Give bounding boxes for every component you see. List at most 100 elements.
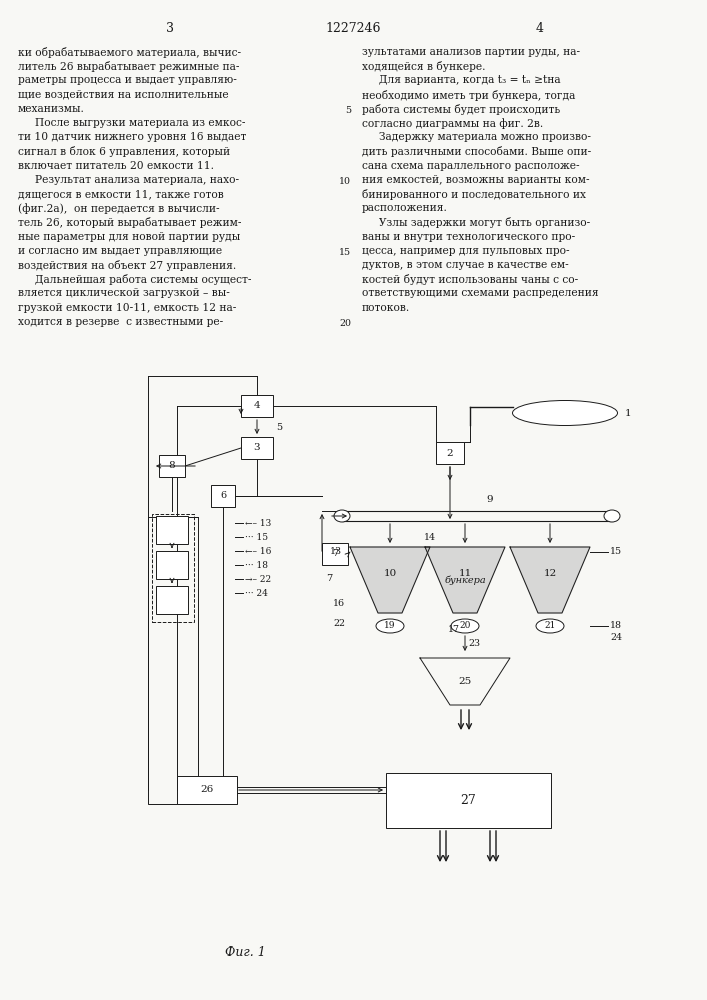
Text: 25: 25 [458, 676, 472, 686]
Bar [156, 551, 188, 579]
Bar [177, 776, 237, 804]
Bar [159, 455, 185, 477]
Text: грузкой емкости 10-11, емкость 12 на-: грузкой емкости 10-11, емкость 12 на- [18, 303, 236, 313]
Text: ки обрабатываемого материала, вычис-: ки обрабатываемого материала, вычис- [18, 47, 241, 58]
Polygon shape [350, 547, 430, 613]
Text: вляется циклической загрузкой – вы-: вляется циклической загрузкой – вы- [18, 288, 230, 298]
Text: 21: 21 [544, 621, 556, 631]
Text: 16: 16 [333, 598, 345, 607]
Text: ··· 15: ··· 15 [245, 532, 268, 542]
Ellipse shape [536, 619, 564, 633]
Text: (фиг.2а),  он передается в вычисли-: (фиг.2а), он передается в вычисли- [18, 203, 220, 214]
Text: Результат анализа материала, нахо-: Результат анализа материала, нахо- [18, 175, 239, 185]
Text: тель 26, который вырабатывает режим-: тель 26, который вырабатывает режим- [18, 217, 242, 228]
Bar [241, 395, 273, 417]
Text: расположения.: расположения. [362, 203, 448, 213]
Text: 26: 26 [200, 786, 214, 794]
Text: ваны и внутри технологического про-: ваны и внутри технологического про- [362, 232, 575, 242]
Polygon shape [510, 547, 590, 613]
Text: Дальнейшая работа системы осущест-: Дальнейшая работа системы осущест- [18, 274, 252, 285]
Text: Задержку материала можно произво-: Задержку материала можно произво- [362, 132, 591, 142]
Text: механизмы.: механизмы. [18, 104, 85, 114]
Bar [436, 442, 464, 464]
Text: ходящейся в бункере.: ходящейся в бункере. [362, 61, 486, 72]
Text: 9: 9 [486, 495, 493, 504]
Text: 7: 7 [326, 574, 332, 583]
Text: 20: 20 [339, 319, 351, 328]
Text: сана схема параллельного расположе-: сана схема параллельного расположе- [362, 161, 580, 171]
Text: ные параметры для новой партии руды: ные параметры для новой партии руды [18, 232, 240, 242]
Text: воздействия на объект 27 управления.: воздействия на объект 27 управления. [18, 260, 236, 271]
Text: цесса, например для пульповых про-: цесса, например для пульповых про- [362, 246, 570, 256]
Text: раметры процесса и выдает управляю-: раметры процесса и выдает управляю- [18, 75, 237, 85]
Text: сигнал в блок 6 управления, который: сигнал в блок 6 управления, который [18, 146, 230, 157]
Text: 3: 3 [166, 21, 174, 34]
Text: ответствующими схемами распределения: ответствующими схемами распределения [362, 288, 599, 298]
Text: 19: 19 [384, 621, 396, 631]
Ellipse shape [334, 510, 350, 522]
Text: 20: 20 [460, 621, 471, 631]
Text: потоков.: потоков. [362, 303, 410, 313]
Text: ния емкостей, возможны варианты ком-: ния емкостей, возможны варианты ком- [362, 175, 590, 185]
Text: 11: 11 [458, 570, 472, 578]
Text: 24: 24 [610, 634, 622, 643]
Text: 27: 27 [460, 794, 476, 806]
Bar [152, 514, 194, 622]
Text: →– 22: →– 22 [245, 574, 271, 584]
Text: После выгрузки материала из емкос-: После выгрузки материала из емкос- [18, 118, 245, 128]
Text: Фиг. 1: Фиг. 1 [225, 946, 265, 958]
Text: бинированного и последовательного их: бинированного и последовательного их [362, 189, 586, 200]
Text: ти 10 датчик нижнего уровня 16 выдает: ти 10 датчик нижнего уровня 16 выдает [18, 132, 246, 142]
Bar [148, 517, 198, 804]
Text: 12: 12 [544, 570, 556, 578]
Text: 4: 4 [536, 21, 544, 34]
Text: 1: 1 [625, 408, 631, 418]
Text: ←– 16: ←– 16 [245, 546, 271, 556]
Text: Для варианта, когда t₃ = tₙ ≥tна: Для варианта, когда t₃ = tₙ ≥tна [362, 75, 561, 85]
Text: зультатами анализов партии руды, на-: зультатами анализов партии руды, на- [362, 47, 580, 57]
Text: 23: 23 [468, 640, 480, 648]
Text: бункера: бункера [444, 575, 486, 585]
Text: щие воздействия на исполнительные: щие воздействия на исполнительные [18, 90, 228, 100]
Text: согласно диаграммы на фиг. 2в.: согласно диаграммы на фиг. 2в. [362, 118, 543, 129]
Text: дуктов, в этом случае в качестве ем-: дуктов, в этом случае в качестве ем- [362, 260, 568, 270]
Text: дить различными способами. Выше опи-: дить различными способами. Выше опи- [362, 146, 591, 157]
Ellipse shape [513, 400, 617, 426]
Text: литель 26 вырабатывает режимные па-: литель 26 вырабатывает режимные па- [18, 61, 240, 72]
Text: 7: 7 [332, 550, 338, 558]
Bar [241, 437, 273, 459]
Text: работа системы будет происходить: работа системы будет происходить [362, 104, 560, 115]
Text: дящегося в емкости 11, также готов: дящегося в емкости 11, также готов [18, 189, 223, 199]
Text: 18: 18 [610, 621, 622, 631]
Bar [211, 485, 235, 507]
Text: 14: 14 [424, 532, 436, 542]
Text: необходимо иметь три бункера, тогда: необходимо иметь три бункера, тогда [362, 90, 575, 101]
Text: 15: 15 [610, 548, 622, 556]
Text: ←– 13: ←– 13 [245, 518, 271, 528]
Text: костей будут использованы чаны с со-: костей будут использованы чаны с со- [362, 274, 578, 285]
Text: 8: 8 [169, 462, 175, 471]
Text: ··· 24: ··· 24 [245, 588, 268, 597]
Text: ходится в резерве  с известными ре-: ходится в резерве с известными ре- [18, 317, 223, 327]
Bar [156, 516, 188, 544]
Ellipse shape [451, 619, 479, 633]
Text: 5: 5 [276, 422, 282, 432]
Text: Узлы задержки могут быть организо-: Узлы задержки могут быть организо- [362, 217, 590, 228]
Text: 22: 22 [333, 618, 345, 628]
Text: и согласно им выдает управляющие: и согласно им выдает управляющие [18, 246, 222, 256]
Ellipse shape [604, 510, 620, 522]
Text: 17: 17 [448, 626, 460, 635]
Ellipse shape [376, 619, 404, 633]
Text: ··· 18: ··· 18 [245, 560, 268, 570]
Bar [322, 543, 348, 565]
Text: 10: 10 [383, 570, 397, 578]
Text: 3: 3 [254, 444, 260, 452]
Text: 1227246: 1227246 [325, 21, 381, 34]
Text: 5: 5 [345, 106, 351, 115]
Text: 15: 15 [339, 248, 351, 257]
Text: 4: 4 [254, 401, 260, 410]
Bar [156, 586, 188, 614]
Text: 10: 10 [339, 177, 351, 186]
Bar [385, 772, 551, 828]
Text: 6: 6 [220, 491, 226, 500]
